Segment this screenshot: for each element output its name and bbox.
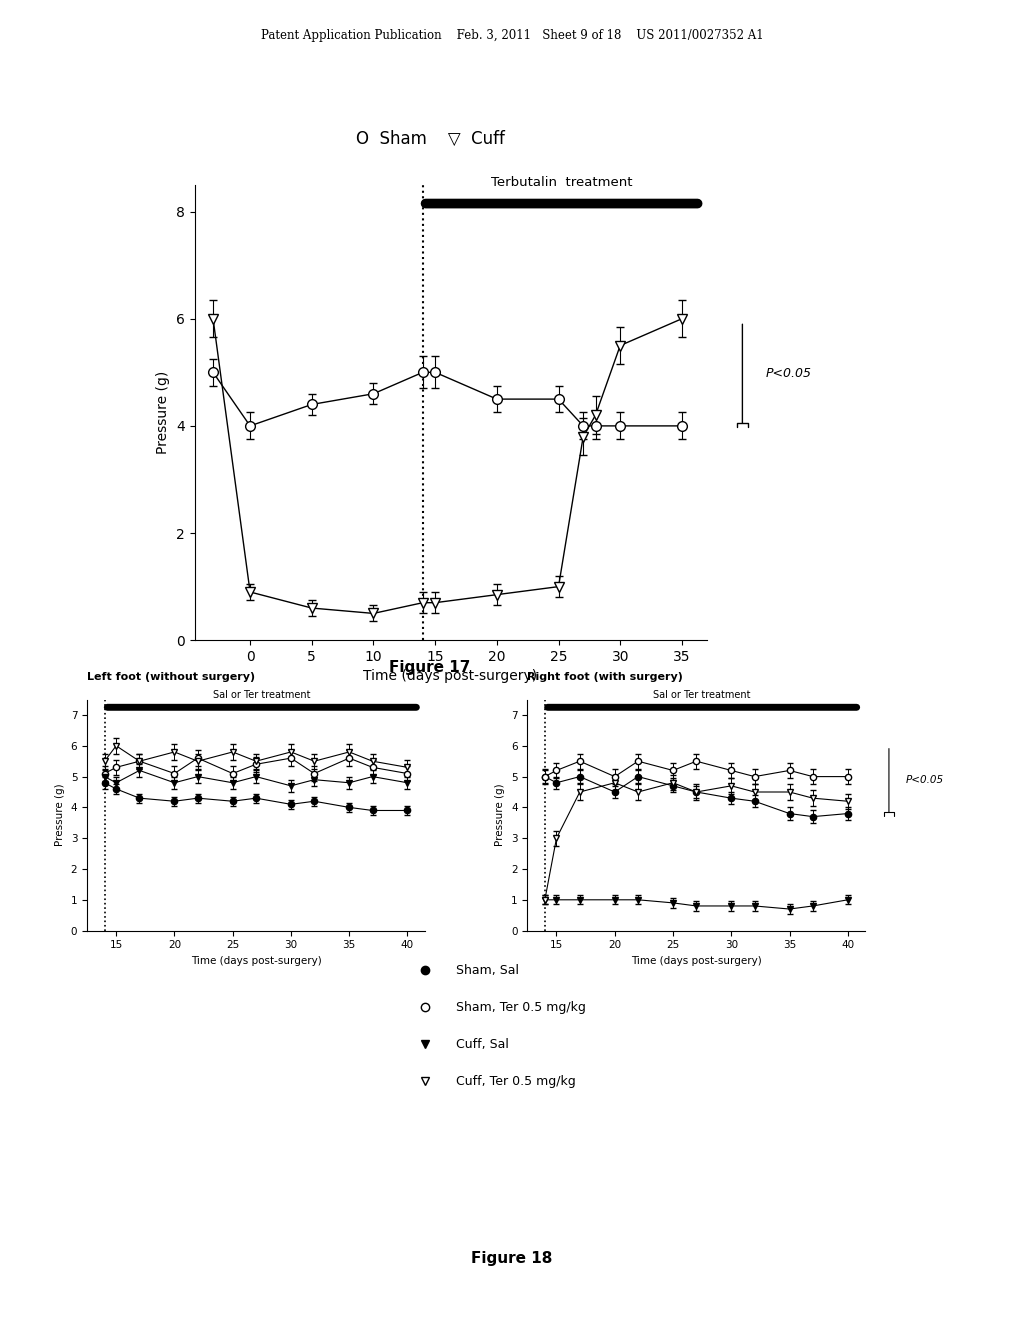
Text: P<0.05: P<0.05	[765, 367, 811, 380]
Y-axis label: Pressure (g): Pressure (g)	[55, 784, 66, 846]
Text: Sham, Ter 0.5 mg/kg: Sham, Ter 0.5 mg/kg	[456, 1001, 586, 1014]
Y-axis label: Pressure (g): Pressure (g)	[157, 371, 170, 454]
Text: Sal or Ter treatment: Sal or Ter treatment	[653, 690, 751, 700]
Text: Right foot (with surgery): Right foot (with surgery)	[527, 672, 683, 682]
Y-axis label: Pressure (g): Pressure (g)	[496, 784, 506, 846]
Text: Cuff, Ter 0.5 mg/kg: Cuff, Ter 0.5 mg/kg	[456, 1074, 575, 1088]
Text: Terbutalin  treatment: Terbutalin treatment	[490, 176, 633, 189]
Text: Cuff, Sal: Cuff, Sal	[456, 1038, 509, 1051]
Text: Sham, Sal: Sham, Sal	[456, 964, 519, 977]
Text: Left foot (without surgery): Left foot (without surgery)	[87, 672, 255, 682]
X-axis label: Time (days post-surgery): Time (days post-surgery)	[190, 956, 322, 966]
Text: P<0.05: P<0.05	[906, 775, 944, 785]
Text: O  Sham    ▽  Cuff: O Sham ▽ Cuff	[355, 129, 505, 148]
Text: Figure 17: Figure 17	[389, 660, 471, 675]
Text: Sal or Ter treatment: Sal or Ter treatment	[213, 690, 310, 700]
Text: Figure 18: Figure 18	[471, 1251, 553, 1266]
Text: Patent Application Publication    Feb. 3, 2011   Sheet 9 of 18    US 2011/002735: Patent Application Publication Feb. 3, 2…	[261, 29, 763, 42]
X-axis label: Time (days post-surgery): Time (days post-surgery)	[364, 669, 538, 684]
X-axis label: Time (days post-surgery): Time (days post-surgery)	[631, 956, 762, 966]
